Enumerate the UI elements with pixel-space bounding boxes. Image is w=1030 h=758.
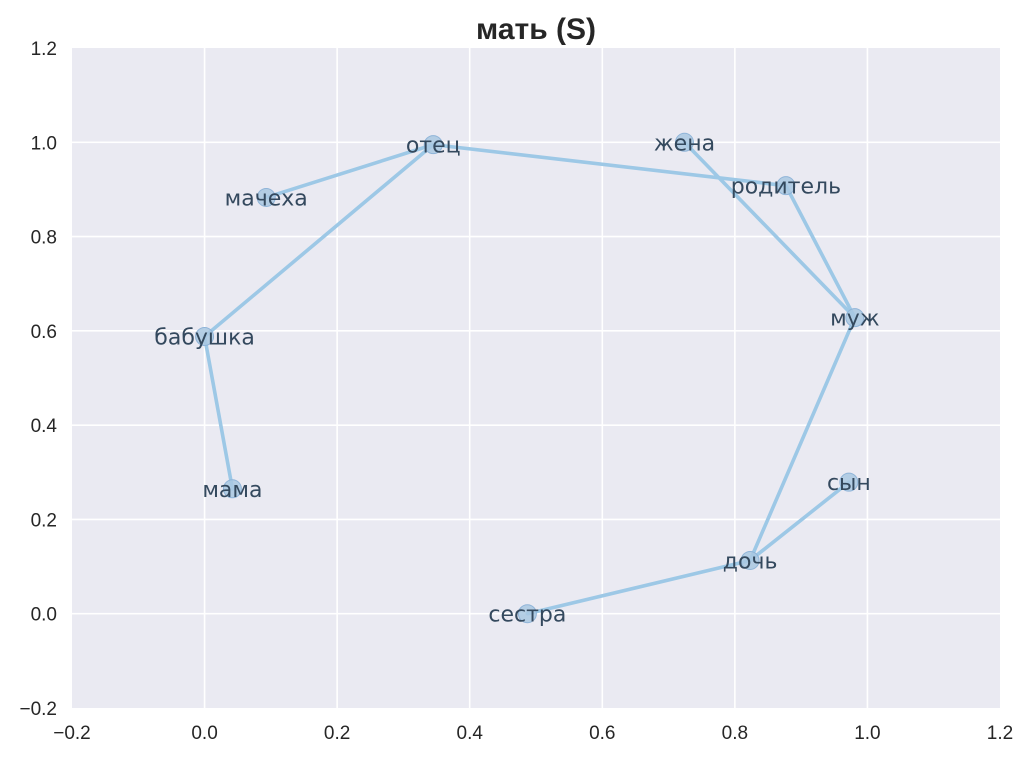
point-label: сестра [488,603,566,628]
point-marker [740,550,760,570]
point-marker [423,135,443,155]
y-tick-label: 0.8 [31,228,57,249]
point-marker [776,176,796,196]
x-tick-label: −0.2 [53,723,91,744]
y-tick-label: 1.0 [31,133,57,154]
point-label: родитель [731,175,841,200]
x-tick-label: 0.6 [589,723,615,744]
point-marker [674,132,694,152]
point-labels: отец мачеха бабушка мама жена родитель муж сын д… [154,131,879,627]
y-tick-label: 0.4 [31,416,58,437]
point-marker [839,472,859,492]
y-tick-label: 0.2 [31,510,57,531]
x-tick-label: 1.0 [854,723,880,744]
gridlines [72,48,1000,708]
edge-line [202,334,235,491]
point-label: муж [830,307,880,332]
point-marker [256,187,276,207]
y-tick-label: 0.6 [31,322,57,343]
edge-line [202,142,436,339]
point-marker [845,308,865,328]
y-tick-labels: −0.2 0.0 0.2 0.4 0.6 0.8 1.0 1.2 [19,39,57,720]
point-label: мама [202,478,262,503]
point-label: мачеха [225,186,308,211]
point-marker [195,327,215,347]
point-marker [222,479,242,499]
edges [202,140,857,616]
y-tick-label: 1.2 [31,39,57,60]
chart-title: мать (S) [476,13,596,46]
x-tick-label: 0.2 [324,723,350,744]
point-label: дочь [723,549,778,574]
x-tick-label: 0.0 [191,723,217,744]
point-marker [517,604,537,624]
edge-line [431,142,788,188]
x-tick-label: 0.4 [457,723,484,744]
edge-line [525,558,752,616]
x-tick-label: 0.8 [722,723,748,744]
point-label: жена [654,131,715,156]
point-label: сын [827,471,871,496]
point-label: бабушка [154,326,255,351]
edge-line [682,140,857,320]
x-tick-label: 1.2 [987,723,1013,744]
edge-line [748,315,857,563]
edge-line [748,480,851,563]
edge-line [784,183,857,320]
edge-line [264,142,436,200]
y-tick-label: 0.0 [31,605,57,626]
point-label: отец [406,134,461,159]
y-tick-label: −0.2 [19,699,57,720]
x-tick-labels: −0.2 0.0 0.2 0.4 0.6 0.8 1.0 1.2 [53,723,1013,744]
markers [195,132,865,624]
